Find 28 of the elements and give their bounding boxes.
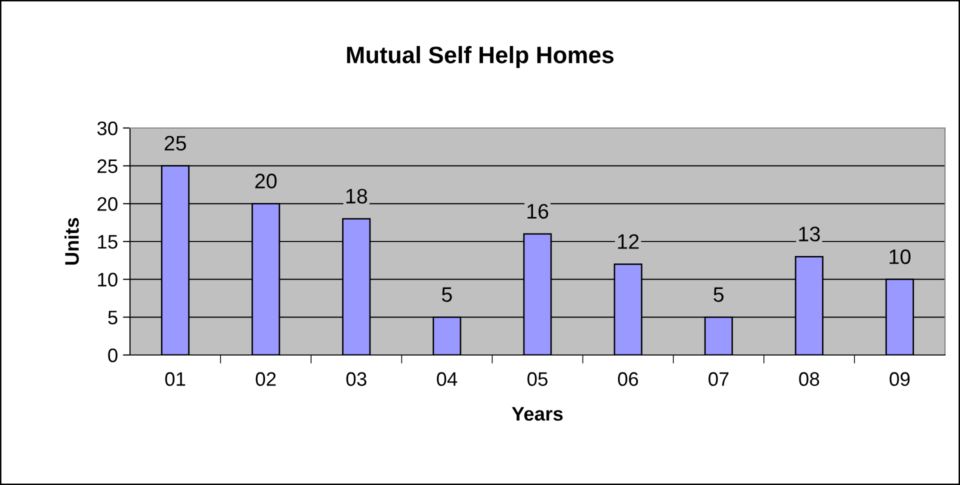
data-label: 16: [528, 204, 548, 219]
y-tick-label: 0: [108, 348, 118, 362]
data-label: 25: [164, 136, 186, 151]
x-tick-label: 02: [256, 372, 276, 386]
x-tick-label: 01: [165, 372, 186, 386]
x-tick-label: 05: [527, 372, 548, 386]
data-label: 5: [714, 287, 724, 302]
y-tick-label: 15: [98, 235, 118, 249]
data-label: 13: [799, 226, 820, 242]
x-tick-label: 08: [799, 372, 820, 386]
y-tick-label: 30: [97, 121, 118, 136]
x-tick-label: 04: [436, 372, 458, 386]
x-tick-label: 06: [618, 372, 638, 386]
data-label: 5: [442, 287, 452, 302]
y-axis-title: Units: [64, 218, 79, 265]
chart-title: Mutual Self Help Homes: [347, 46, 614, 68]
data-label: 10: [890, 249, 910, 264]
y-tick-label: 5: [108, 310, 118, 324]
y-tick-label: 10: [98, 272, 118, 287]
data-label: 18: [346, 188, 368, 204]
x-tick-label: 09: [890, 372, 910, 386]
x-axis-title: Years: [512, 407, 563, 421]
x-tick-label: 03: [346, 372, 366, 386]
data-label: 12: [618, 234, 639, 249]
data-label: 20: [255, 174, 277, 188]
y-tick-label: 20: [98, 197, 118, 211]
x-tick-label: 07: [708, 372, 728, 386]
y-tick-label: 25: [98, 159, 118, 174]
